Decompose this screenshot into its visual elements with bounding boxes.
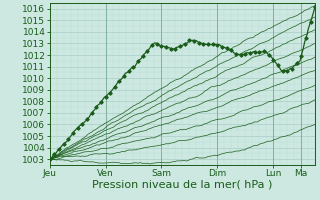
Point — [117, 79, 122, 82]
Point — [75, 127, 80, 130]
Point — [313, 5, 318, 8]
Point — [66, 137, 71, 141]
Point — [131, 66, 136, 69]
Point — [61, 143, 66, 146]
Point — [164, 45, 169, 48]
Point — [257, 50, 262, 53]
Point — [126, 69, 132, 73]
Point — [299, 54, 304, 58]
Point — [140, 54, 145, 57]
Point — [247, 51, 252, 54]
Point — [266, 54, 271, 57]
Point — [210, 43, 215, 46]
Point — [122, 74, 127, 77]
Point — [136, 60, 141, 63]
Point — [238, 53, 243, 56]
Point — [154, 42, 159, 45]
Point — [229, 49, 234, 52]
Point — [108, 91, 113, 94]
Point — [261, 50, 267, 53]
Point — [191, 39, 196, 42]
Point — [112, 85, 117, 88]
Point — [215, 43, 220, 46]
Point — [187, 39, 192, 42]
Point — [52, 153, 57, 156]
Point — [271, 58, 276, 62]
Point — [220, 46, 225, 49]
Point — [201, 42, 206, 46]
Point — [303, 36, 308, 40]
Point — [159, 44, 164, 48]
Point — [47, 158, 52, 161]
Point — [149, 44, 155, 47]
Point — [145, 50, 150, 53]
Point — [103, 95, 108, 98]
Point — [70, 132, 76, 135]
Point — [252, 50, 257, 53]
Point — [80, 122, 85, 125]
Point — [289, 67, 294, 70]
Point — [182, 42, 187, 45]
Point — [178, 45, 183, 48]
Point — [98, 100, 103, 104]
Point — [233, 52, 238, 55]
Point — [56, 148, 61, 151]
Point — [89, 112, 94, 115]
Point — [168, 47, 173, 50]
Point — [285, 69, 290, 72]
Point — [280, 69, 285, 72]
Point — [294, 62, 299, 65]
Point — [308, 20, 313, 23]
Point — [205, 43, 211, 46]
Point — [173, 47, 178, 50]
Point — [276, 63, 281, 67]
Point — [196, 41, 201, 44]
Point — [243, 52, 248, 55]
Point — [224, 47, 229, 50]
X-axis label: Pression niveau de la mer( hPa ): Pression niveau de la mer( hPa ) — [92, 180, 273, 190]
Point — [94, 106, 99, 109]
Point — [84, 118, 89, 121]
